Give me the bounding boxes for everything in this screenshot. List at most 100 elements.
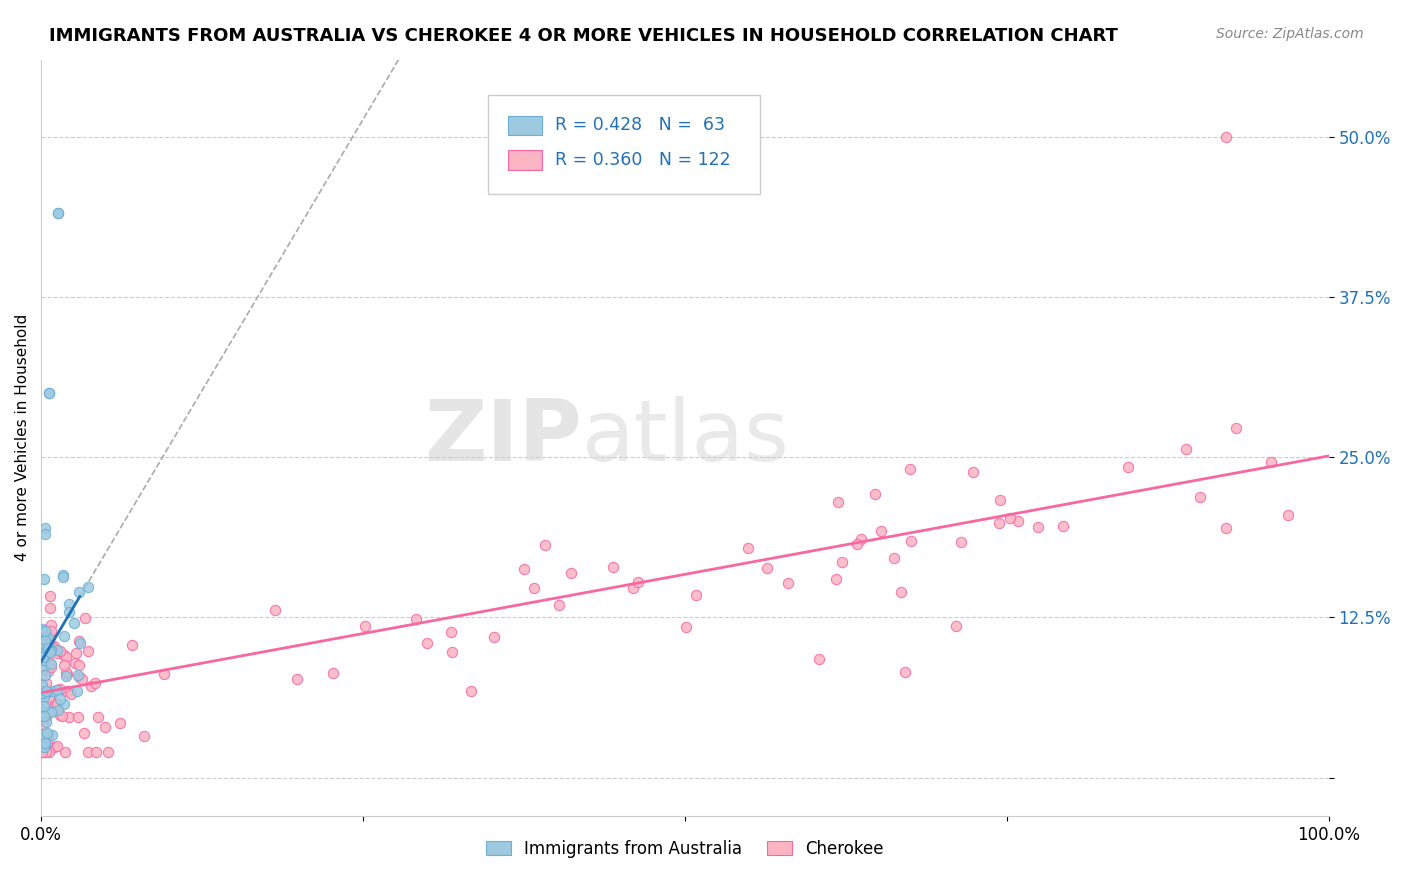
FancyBboxPatch shape bbox=[509, 151, 541, 170]
Point bbox=[121, 638, 143, 652]
Point bbox=[34, 710, 56, 724]
Point bbox=[988, 493, 1011, 508]
Point bbox=[86, 745, 108, 759]
Point bbox=[849, 533, 872, 547]
Point bbox=[869, 524, 891, 539]
Point bbox=[890, 585, 912, 599]
Point bbox=[31, 717, 53, 731]
Point bbox=[39, 629, 62, 643]
Point bbox=[755, 560, 778, 574]
Point bbox=[32, 699, 55, 714]
Point bbox=[35, 714, 58, 729]
Point bbox=[49, 708, 72, 723]
Point bbox=[1277, 508, 1299, 523]
Point bbox=[31, 623, 53, 637]
Point bbox=[38, 745, 60, 759]
Point bbox=[52, 697, 75, 711]
Point bbox=[52, 569, 75, 583]
Point bbox=[32, 690, 55, 704]
Point bbox=[31, 727, 53, 741]
Point bbox=[67, 657, 90, 672]
Point bbox=[39, 639, 62, 653]
Legend: Immigrants from Australia, Cherokee: Immigrants from Australia, Cherokee bbox=[479, 833, 890, 864]
Point bbox=[63, 616, 86, 631]
Point bbox=[39, 657, 62, 672]
Point bbox=[900, 534, 922, 549]
Point bbox=[37, 644, 59, 658]
Point bbox=[778, 576, 800, 591]
FancyBboxPatch shape bbox=[488, 95, 759, 194]
Point bbox=[1189, 490, 1212, 504]
Point bbox=[53, 658, 76, 673]
Text: R = 0.360   N = 122: R = 0.360 N = 122 bbox=[555, 152, 731, 169]
Point bbox=[67, 585, 90, 599]
Point bbox=[69, 636, 91, 650]
Point bbox=[440, 625, 463, 640]
Text: atlas: atlas bbox=[582, 396, 790, 479]
Point bbox=[55, 665, 77, 679]
Point bbox=[56, 683, 79, 698]
Point bbox=[513, 562, 536, 576]
Point bbox=[39, 624, 62, 638]
Point bbox=[415, 636, 437, 650]
Point bbox=[34, 668, 56, 682]
Point bbox=[31, 638, 53, 652]
Point bbox=[63, 656, 86, 670]
Point bbox=[37, 736, 59, 750]
Point bbox=[39, 660, 62, 674]
Point bbox=[1116, 460, 1139, 475]
Point bbox=[894, 665, 917, 679]
Point bbox=[945, 619, 967, 633]
Point bbox=[77, 580, 100, 594]
Point bbox=[32, 706, 55, 720]
Point bbox=[38, 655, 60, 669]
Point bbox=[49, 682, 72, 697]
Point bbox=[1215, 520, 1237, 534]
Point bbox=[38, 385, 60, 400]
Point bbox=[34, 684, 56, 698]
Point bbox=[55, 669, 77, 683]
Point bbox=[44, 696, 66, 710]
Point bbox=[38, 589, 60, 603]
Point bbox=[32, 739, 55, 754]
Point bbox=[46, 683, 69, 698]
Point bbox=[46, 647, 69, 661]
Point bbox=[34, 738, 56, 752]
Point bbox=[898, 462, 921, 476]
Point bbox=[32, 709, 55, 723]
Point bbox=[52, 568, 75, 582]
Point bbox=[34, 632, 56, 647]
Point bbox=[1260, 455, 1282, 469]
Point bbox=[45, 642, 67, 657]
Point bbox=[42, 639, 65, 653]
Point bbox=[831, 555, 853, 569]
Point bbox=[863, 486, 886, 500]
Text: ZIP: ZIP bbox=[425, 396, 582, 479]
Point bbox=[51, 708, 73, 723]
Point bbox=[108, 716, 131, 731]
Point bbox=[1052, 519, 1074, 533]
Point bbox=[32, 628, 55, 642]
Point bbox=[46, 703, 69, 717]
Point bbox=[153, 667, 176, 681]
Point bbox=[460, 684, 482, 698]
Point bbox=[34, 745, 56, 759]
Point bbox=[285, 672, 308, 686]
Point bbox=[69, 670, 91, 684]
Point bbox=[1174, 442, 1197, 456]
Point bbox=[353, 619, 375, 633]
Point bbox=[49, 644, 72, 658]
Point bbox=[534, 538, 557, 552]
Point bbox=[32, 636, 55, 650]
Text: R = 0.428   N =  63: R = 0.428 N = 63 bbox=[555, 116, 725, 135]
Point bbox=[32, 572, 55, 586]
Point bbox=[264, 603, 287, 617]
Point bbox=[737, 541, 759, 556]
Point bbox=[39, 601, 62, 615]
Point bbox=[41, 728, 63, 742]
Point bbox=[962, 465, 984, 479]
Point bbox=[45, 739, 67, 754]
Point bbox=[34, 623, 56, 637]
Point bbox=[35, 685, 58, 699]
Point bbox=[31, 745, 53, 759]
